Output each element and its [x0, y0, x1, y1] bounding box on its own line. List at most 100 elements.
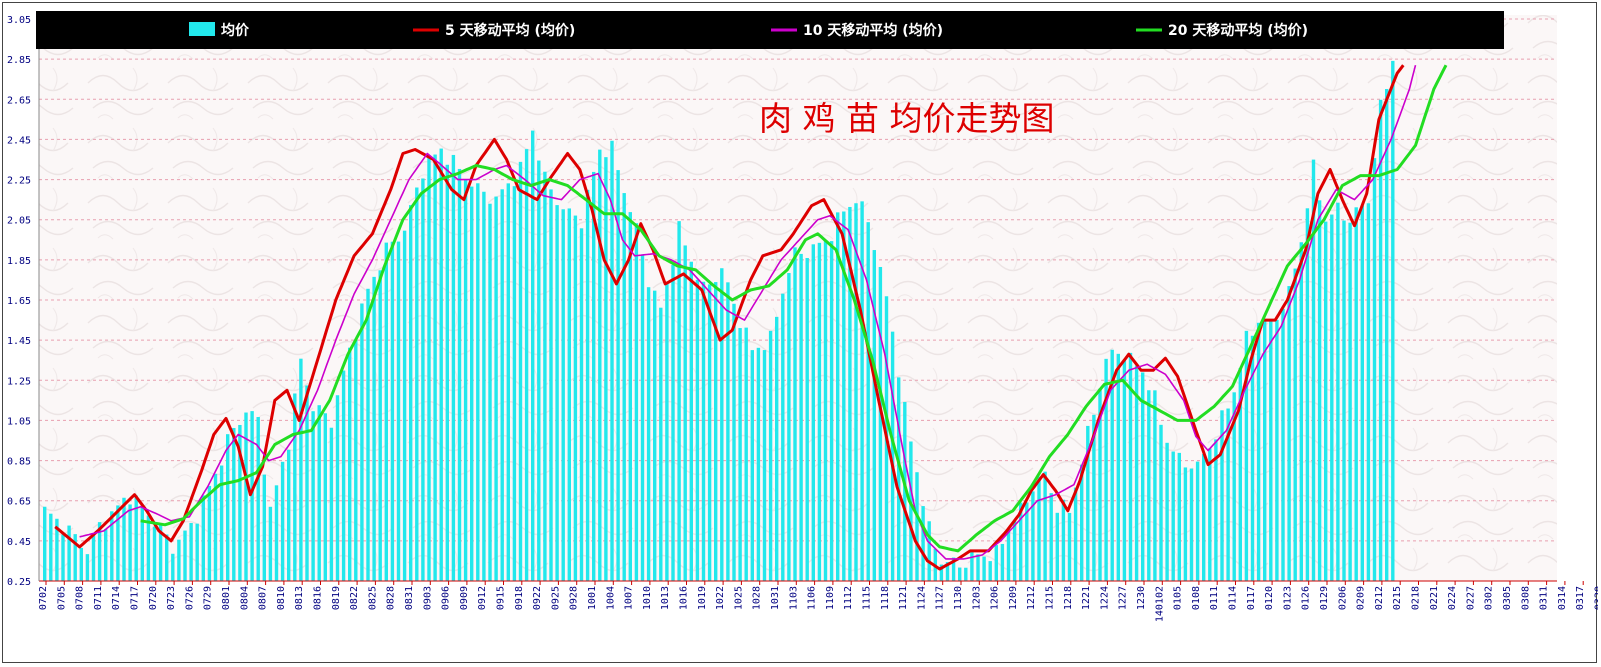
bar: [1256, 322, 1261, 581]
bar: [726, 282, 730, 581]
x-tick-label: 1031: [770, 586, 781, 610]
bar: [842, 211, 846, 582]
x-tick-label: 0111: [1209, 586, 1220, 610]
bar: [183, 530, 187, 581]
bar: [897, 377, 901, 581]
bar: [665, 283, 669, 581]
x-tick-label: 0218: [1411, 586, 1422, 610]
bar: [299, 358, 303, 581]
x-tick-label: 0825: [367, 586, 378, 610]
x-tick-label: 0720: [148, 586, 159, 610]
bar: [439, 148, 443, 582]
x-tick-label: 0114: [1228, 586, 1239, 610]
x-tick-label: 0804: [239, 586, 250, 610]
x-tick-label: 0129: [1319, 586, 1330, 610]
x-tick-label: 0819: [331, 586, 342, 610]
bar: [1037, 476, 1041, 581]
x-tick-label: 140102: [1154, 586, 1165, 622]
x-tick-label: 0224: [1447, 586, 1458, 610]
x-tick-label: 0912: [477, 586, 488, 610]
x-tick-label: 1007: [624, 586, 635, 610]
bar: [421, 178, 425, 581]
bar: [848, 206, 852, 581]
bar: [1122, 360, 1127, 581]
x-tick-label: 1121: [898, 586, 909, 610]
bar: [1330, 214, 1334, 581]
y-tick-label: 3.05: [7, 15, 31, 26]
bar: [982, 556, 986, 581]
bar: [951, 557, 956, 581]
bar: [1372, 158, 1377, 581]
x-tick-label: 1224: [1099, 586, 1110, 610]
bar: [1031, 491, 1035, 581]
x-tick-label: 0215: [1392, 586, 1403, 610]
bar: [1208, 448, 1212, 581]
x-tick-label: 0909: [459, 586, 470, 610]
bar: [488, 203, 492, 582]
x-tick-label: 0918: [514, 586, 525, 610]
bar: [1220, 410, 1224, 581]
bar: [122, 497, 126, 581]
bar: [195, 523, 199, 581]
bar: [836, 212, 840, 581]
bar: [939, 564, 944, 581]
series-line-ma20: [140, 64, 1448, 553]
bar: [366, 288, 370, 581]
chart-svg: 0.25 0.45 0.65 0.85 1.05 1.25 1.45 1.65 1.85 2.05…: [7, 11, 1598, 622]
bar: [79, 547, 83, 581]
y-tick-label: 0.65: [7, 497, 31, 508]
bar: [1354, 207, 1358, 582]
x-tick-label: 0813: [294, 586, 305, 610]
bar: [1348, 222, 1352, 581]
bar: [1061, 499, 1066, 581]
x-tick-label: 0317: [1575, 586, 1586, 610]
bar: [640, 254, 645, 581]
x-tick-label: 0305: [1502, 586, 1513, 610]
plot-background: [39, 15, 1557, 581]
bar: [829, 241, 834, 582]
bar: [1202, 453, 1206, 581]
series-line-ma5: [54, 64, 1405, 571]
bar: [1385, 89, 1389, 582]
bar: [659, 307, 663, 581]
bar: [909, 441, 913, 581]
bar: [1189, 468, 1194, 581]
x-tick-label: 0702: [38, 586, 49, 610]
bar: [1269, 321, 1273, 581]
bar: [402, 230, 407, 582]
bar: [1159, 424, 1163, 581]
bar: [1183, 467, 1188, 581]
bar: [823, 240, 828, 582]
bar: [518, 161, 523, 581]
bar: [890, 331, 895, 581]
bar: [238, 424, 242, 581]
x-tick-label: 0906: [441, 586, 452, 610]
bar: [61, 534, 65, 581]
bar: [140, 505, 144, 581]
bar: [945, 562, 950, 581]
bar: [744, 327, 748, 581]
bar: [750, 350, 754, 581]
x-tick-label: 0708: [75, 586, 86, 610]
bar: [128, 504, 132, 581]
y-tick-label: 2.65: [7, 95, 31, 106]
bar: [390, 241, 395, 582]
bar: [341, 370, 346, 581]
x-tick-label: 1013: [660, 586, 671, 610]
bar: [1324, 221, 1328, 581]
x-tick-label: 0729: [203, 586, 214, 610]
chart-title: 肉 鸡 苗 均价走势图: [759, 99, 1054, 138]
bar: [964, 567, 968, 581]
bar: [524, 149, 529, 582]
bar: [1311, 159, 1316, 581]
x-tick-label: 0717: [130, 586, 141, 610]
bar: [543, 171, 547, 582]
x-tick-label: 1010: [642, 586, 653, 610]
x-tick-label: 0123: [1282, 586, 1293, 610]
bar: [1025, 502, 1029, 581]
bar: [768, 330, 773, 581]
x-tick-label: 1230: [1136, 586, 1147, 610]
bar: [1360, 205, 1364, 582]
x-tick-label: 0822: [349, 586, 360, 610]
bar: [762, 350, 767, 581]
